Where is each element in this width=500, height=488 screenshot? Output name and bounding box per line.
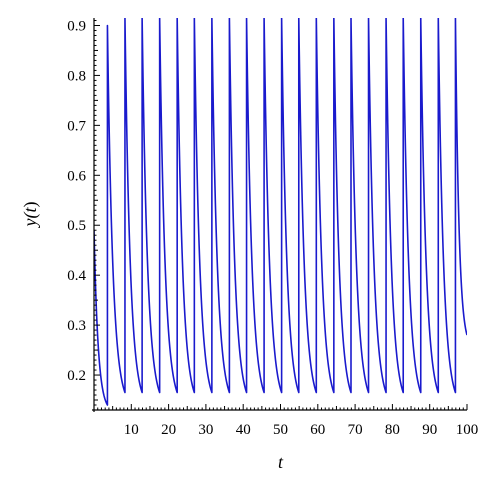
y-tick-label: 0.4 [67,268,86,284]
y-tick-label: 0.5 [67,218,86,234]
y-axis-label-variable: t [20,207,40,213]
x-tick-label: 90 [422,422,437,438]
series-group [94,18,467,406]
y-axis-label-prefix: y( [20,212,41,229]
axes-layer: 10 20 30 40 50 60 70 80 90 100 0.2 0.3 0.4 0.5 0.6 0.7 0… [67,18,478,438]
x-tick-label: 20 [161,422,176,438]
data-layer [94,18,467,406]
labels-layer: t y(t) [20,202,284,473]
x-tick-label: 30 [198,422,213,438]
series-line [94,18,467,406]
y-tick-label: 0.6 [67,168,86,184]
x-tick-label: 70 [348,422,363,438]
y-tick-label: 0.7 [67,118,86,134]
y-tick-label: 0.8 [67,68,86,84]
y-axis-label: y(t) [20,202,41,229]
y-tick-label: 0.3 [67,318,86,334]
x-tick-label: 100 [456,422,479,438]
x-tick-label: 10 [124,422,139,438]
y-tick-label: 0.2 [67,368,86,384]
x-tick-label: 50 [273,422,288,438]
x-tick-label: 80 [385,422,400,438]
x-tick-label: 40 [236,422,251,438]
x-axis-label: t [278,452,284,472]
x-tick-label: 60 [310,422,325,438]
y-axis-label-suffix: ) [20,202,41,208]
y-tick-label: 0.9 [67,18,86,34]
